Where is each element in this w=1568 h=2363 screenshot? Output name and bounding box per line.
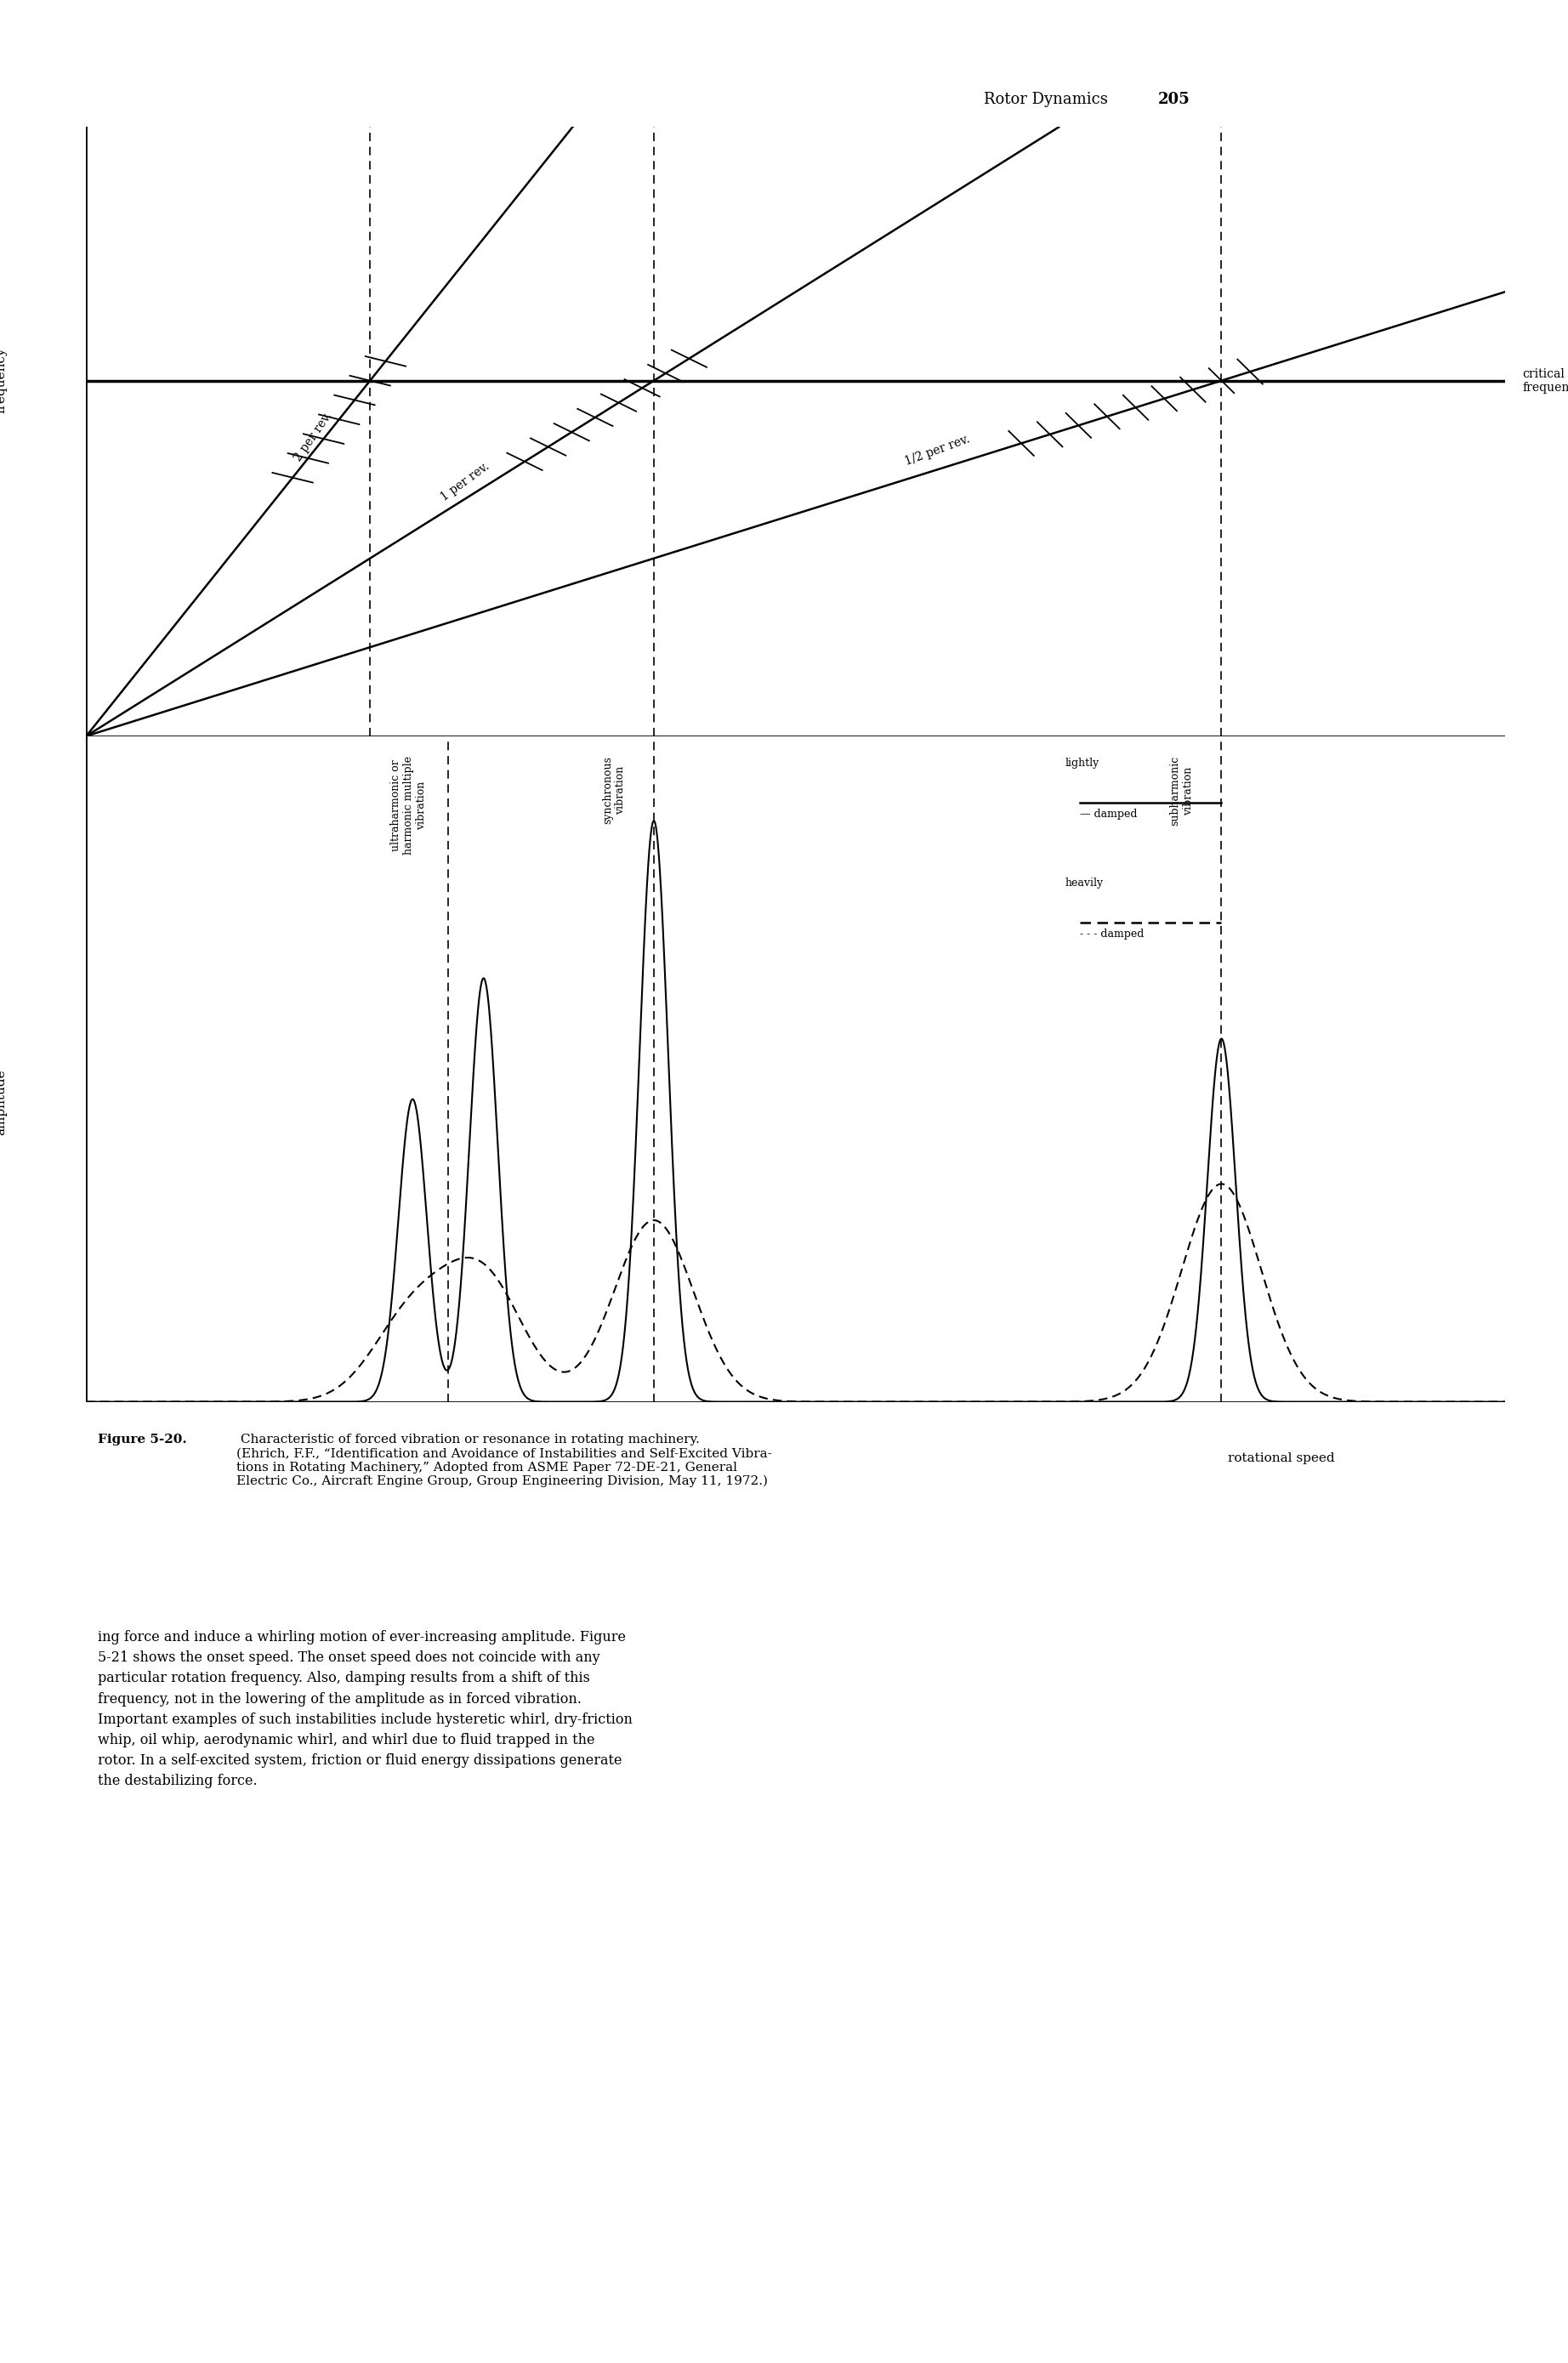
Text: subharmonic
vibration: subharmonic vibration (1170, 756, 1193, 827)
Text: - - - damped: - - - damped (1079, 929, 1143, 940)
Text: 2 per rev.: 2 per rev. (292, 409, 334, 463)
Text: Figure 5-20.: Figure 5-20. (97, 1434, 187, 1446)
Text: lightly: lightly (1065, 759, 1099, 768)
Text: Characteristic of forced vibration or resonance in rotating machinery.
(Ehrich, : Characteristic of forced vibration or re… (237, 1434, 771, 1489)
Text: ing force and induce a whirling motion of ever-increasing amplitude. Figure
5-21: ing force and induce a whirling motion o… (97, 1630, 632, 1789)
Text: 1 per rev.: 1 per rev. (437, 461, 491, 503)
Text: vibration
frequency: vibration frequency (0, 347, 6, 414)
Text: 205: 205 (1157, 92, 1190, 106)
Text: rotational speed: rotational speed (1228, 782, 1334, 794)
Text: rotational speed: rotational speed (1228, 1453, 1334, 1465)
Text: ultraharmonic or
harmonic multiple
vibration: ultraharmonic or harmonic multiple vibra… (390, 756, 426, 855)
Text: — damped: — damped (1079, 808, 1137, 820)
Text: heavily: heavily (1065, 877, 1104, 888)
Text: synchronous
vibration: synchronous vibration (602, 756, 626, 825)
Text: 1/2 per rev.: 1/2 per rev. (903, 432, 972, 468)
Text: critical
frequency: critical frequency (1523, 369, 1568, 395)
Text: vibration
amplitude: vibration amplitude (0, 1068, 6, 1134)
Text: Rotor Dynamics: Rotor Dynamics (983, 92, 1109, 106)
